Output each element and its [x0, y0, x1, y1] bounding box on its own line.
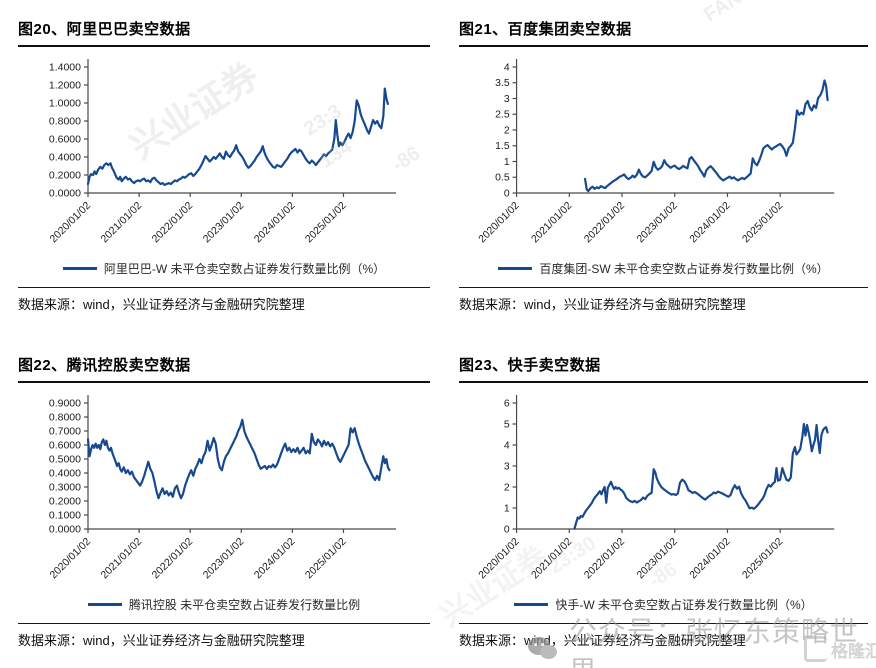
source-note: 数据来源：wind，兴业证券经济与金融研究院整理 [18, 633, 305, 648]
source-note: 数据来源：wind，兴业证券经济与金融研究院整理 [459, 297, 746, 312]
svg-text:2024/01/02: 2024/01/02 [252, 536, 298, 582]
svg-text:0.5: 0.5 [495, 173, 510, 184]
svg-text:2.5: 2.5 [495, 110, 510, 121]
svg-text:4: 4 [504, 62, 510, 73]
svg-text:0.7000: 0.7000 [49, 426, 81, 438]
svg-text:0.0000: 0.0000 [49, 524, 81, 536]
source-note: 数据来源：wind，兴业证券经济与金融研究院整理 [459, 633, 746, 648]
svg-text:2: 2 [504, 482, 510, 493]
legend-label: 腾讯控股 未平仓卖空数占证券发行数量比例 [128, 597, 361, 612]
legend-label: 阿里巴巴-W 未平仓卖空数占证券发行数量比例（%） [103, 261, 386, 276]
figure-title: 图23、快手卖空数据 [459, 350, 868, 383]
svg-text:5: 5 [504, 419, 510, 430]
svg-text:1.0000: 1.0000 [49, 98, 81, 110]
svg-text:3: 3 [504, 94, 510, 105]
divider-line [459, 287, 868, 288]
svg-text:0.1000: 0.1000 [49, 510, 81, 522]
svg-text:2021/01/02: 2021/01/02 [99, 200, 145, 246]
svg-text:2023/01/02: 2023/01/02 [635, 200, 680, 245]
figure-tencent-short-data: 图22、腾讯控股卖空数据 0.0000 0.1000 0.2000 0.3000 0.4… [18, 350, 430, 649]
svg-text:2024/01/02: 2024/01/02 [688, 200, 733, 245]
figure-kuaishou-short-data: 图23、快手卖空数据 0 1 2 3 4 5 6 2020/01/02 2021/01/02 20… [459, 350, 868, 649]
legend-line-swatch [87, 602, 122, 606]
svg-text:0.8000: 0.8000 [49, 412, 81, 424]
svg-text:2022/01/02: 2022/01/02 [582, 536, 627, 581]
figure-alibaba-short-data: 图20、阿里巴巴卖空数据 0.0000 0.2000 0.4000 0.6000 0.8… [18, 14, 430, 313]
svg-text:1: 1 [504, 503, 510, 514]
svg-text:2025/01/02: 2025/01/02 [741, 200, 786, 245]
svg-text:3.5: 3.5 [495, 78, 510, 89]
legend-line-swatch [514, 602, 549, 606]
svg-text:0.2000: 0.2000 [49, 496, 81, 508]
tencent-line-chart: 0.0000 0.1000 0.2000 0.3000 0.4000 0.5000 0.60… [47, 395, 396, 582]
svg-text:2025/01/02: 2025/01/02 [303, 536, 349, 582]
svg-text:2024/01/02: 2024/01/02 [688, 536, 733, 581]
svg-text:0.9000: 0.9000 [49, 398, 81, 410]
svg-text:0.6000: 0.6000 [49, 134, 81, 146]
svg-text:2020/01/02: 2020/01/02 [47, 200, 93, 246]
svg-text:0: 0 [504, 524, 510, 535]
svg-text:3: 3 [504, 461, 510, 472]
svg-text:2021/01/02: 2021/01/02 [99, 536, 145, 582]
legend: 快手-W 未平仓卖空数占证券发行数量比例（%） [459, 595, 868, 613]
svg-text:0: 0 [504, 188, 510, 199]
divider-line [459, 623, 868, 624]
svg-text:1.2000: 1.2000 [49, 80, 81, 92]
legend: 阿里巴巴-W 未平仓卖空数占证券发行数量比例（%） [18, 259, 430, 277]
svg-text:0.4000: 0.4000 [49, 468, 81, 480]
legend-label: 百度集团-SW 未平仓卖空数占证券发行数量比例（%） [539, 261, 829, 276]
svg-text:0.8000: 0.8000 [49, 116, 81, 128]
svg-text:0.4000: 0.4000 [49, 152, 81, 164]
svg-text:2022/01/02: 2022/01/02 [150, 200, 196, 246]
svg-text:2022/01/02: 2022/01/02 [150, 536, 196, 582]
legend-line-swatch [62, 266, 97, 270]
legend: 腾讯控股 未平仓卖空数占证券发行数量比例 [18, 595, 430, 613]
divider-line [18, 287, 430, 288]
svg-text:0.0000: 0.0000 [49, 188, 81, 200]
svg-text:2020/01/02: 2020/01/02 [47, 536, 93, 582]
svg-text:2021/01/02: 2021/01/02 [530, 200, 575, 245]
figure-title: 图22、腾讯控股卖空数据 [18, 350, 430, 383]
svg-text:0.3000: 0.3000 [49, 482, 81, 494]
figure-baidu-short-data: 图21、百度集团卖空数据 0 0.5 1 1.5 2 2.5 3 3.5 4 2020/01/02… [459, 14, 868, 313]
legend-label: 快手-W 未平仓卖空数占证券发行数量比例（%） [555, 597, 813, 612]
divider-line [18, 623, 430, 624]
svg-text:2023/01/02: 2023/01/02 [635, 536, 680, 581]
svg-text:6: 6 [504, 398, 510, 409]
svg-text:2022/01/02: 2022/01/02 [582, 200, 627, 245]
alibaba-line-chart: 0.0000 0.2000 0.4000 0.6000 0.8000 1.0000 1.20… [47, 59, 396, 246]
svg-text:2020/01/02: 2020/01/02 [477, 200, 522, 245]
svg-text:2024/01/02: 2024/01/02 [252, 200, 298, 246]
svg-text:2023/01/02: 2023/01/02 [201, 200, 247, 246]
figure-title: 图20、阿里巴巴卖空数据 [18, 14, 430, 47]
svg-text:1.4000: 1.4000 [49, 62, 81, 74]
legend: 百度集团-SW 未平仓卖空数占证券发行数量比例（%） [459, 259, 868, 277]
svg-text:2020/01/02: 2020/01/02 [477, 536, 522, 581]
svg-text:2023/01/02: 2023/01/02 [201, 536, 247, 582]
svg-text:4: 4 [504, 440, 510, 451]
figure-title: 图21、百度集团卖空数据 [459, 14, 868, 47]
svg-text:2025/01/02: 2025/01/02 [303, 200, 349, 246]
svg-text:0.2000: 0.2000 [49, 170, 81, 182]
legend-line-swatch [498, 266, 533, 270]
svg-text:2025/01/02: 2025/01/02 [741, 536, 786, 581]
svg-text:0.6000: 0.6000 [49, 440, 81, 452]
svg-text:2021/01/02: 2021/01/02 [530, 536, 575, 581]
svg-text:0.5000: 0.5000 [49, 454, 81, 466]
svg-text:1.5: 1.5 [495, 141, 510, 152]
svg-text:1: 1 [504, 157, 510, 168]
source-note: 数据来源：wind，兴业证券经济与金融研究院整理 [18, 297, 305, 312]
svg-text:2: 2 [504, 125, 510, 136]
